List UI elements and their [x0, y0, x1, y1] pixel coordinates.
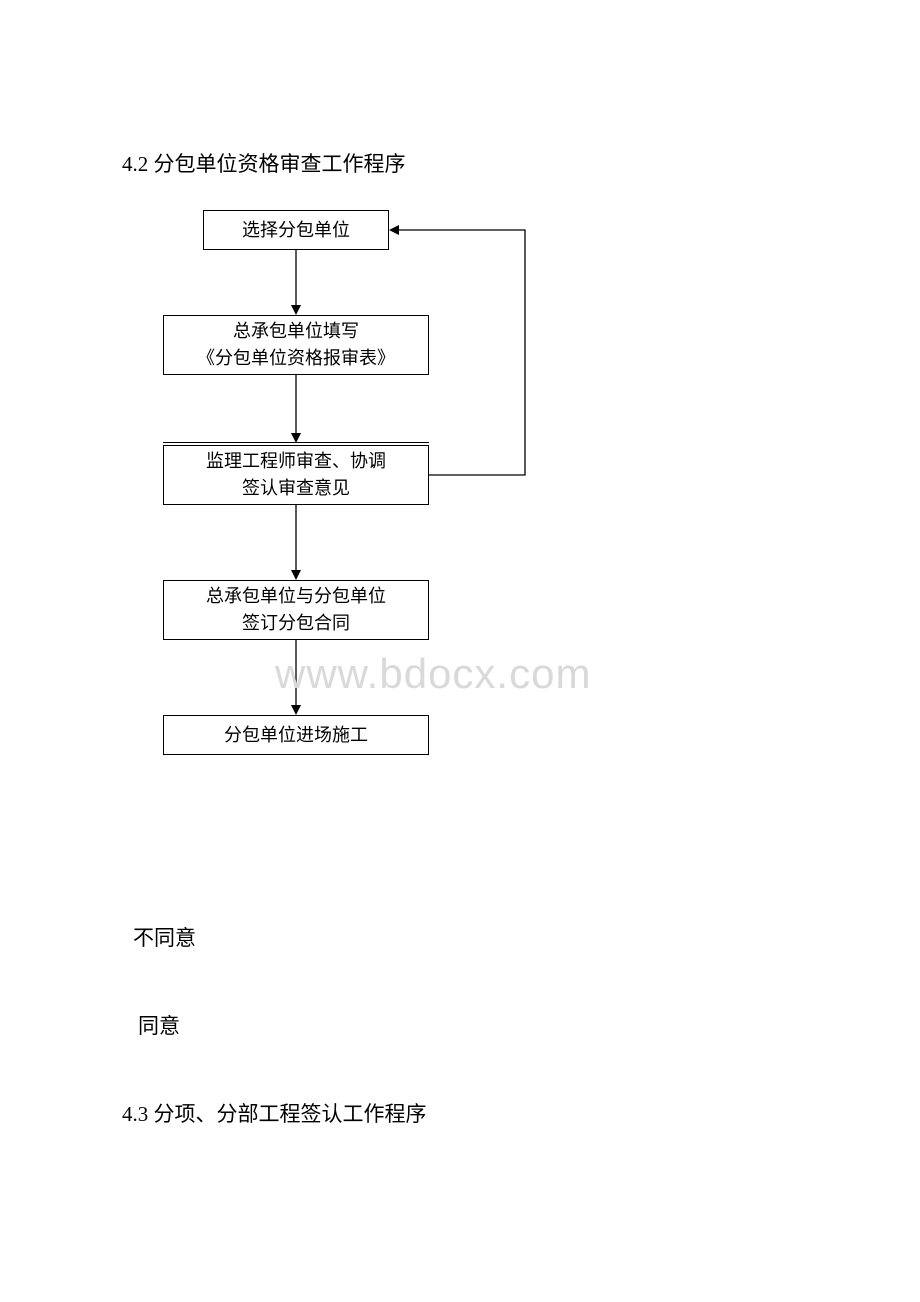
flow-node-supervisor-review: 监理工程师审查、协调 签认审查意见 [163, 445, 429, 505]
flow-node-text: 监理工程师审查、协调 [206, 448, 386, 475]
flow-node-enter-site: 分包单位进场施工 [163, 715, 429, 755]
label-disagree: 不同意 [133, 922, 196, 952]
flow-node-text: 《分包单位资格报审表》 [197, 345, 395, 372]
flowchart-edges [145, 210, 665, 800]
flowchart-4-2: 选择分包单位 总承包单位填写 《分包单位资格报审表》 监理工程师审查、协调 签认… [145, 210, 665, 800]
section-heading-4-2: 4.2 分包单位资格审查工作程序 [122, 148, 406, 178]
flow-node-text: 签认审查意见 [242, 475, 350, 502]
flow-node-text: 分包单位进场施工 [224, 722, 368, 749]
flow-node-text: 签订分包合同 [242, 610, 350, 637]
section-heading-4-3: 4.3 分项、分部工程签认工作程序 [122, 1098, 427, 1128]
flow-node-text: 选择分包单位 [242, 217, 350, 244]
label-agree: 同意 [138, 1010, 180, 1040]
watermark-text: www.bdocx.com [275, 650, 591, 698]
flow-node-text: 总承包单位填写 [233, 318, 359, 345]
flow-node-fill-form: 总承包单位填写 《分包单位资格报审表》 [163, 315, 429, 375]
flow-node-text: 总承包单位与分包单位 [206, 583, 386, 610]
flow-node-sign-contract: 总承包单位与分包单位 签订分包合同 [163, 580, 429, 640]
flow-node-select-subcontractor: 选择分包单位 [203, 210, 389, 250]
